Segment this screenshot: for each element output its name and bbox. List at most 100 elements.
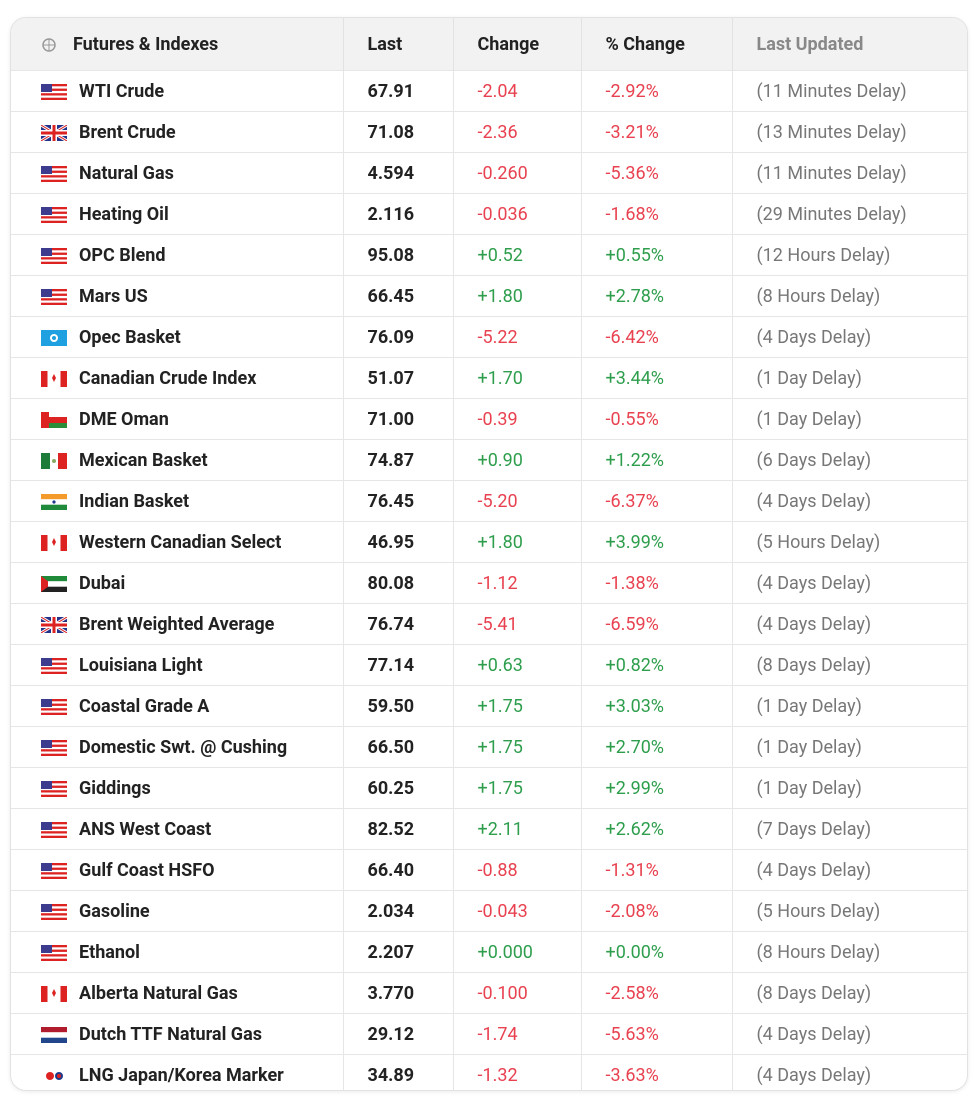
flag-icon bbox=[41, 124, 67, 141]
cell-chg: -5.41 bbox=[453, 603, 582, 645]
cell-upd: (1 Day Delay) bbox=[732, 726, 967, 768]
quote-row: Ethanol 2.207 +0.000 +0.00% (8 Hours Delay) bbox=[11, 931, 967, 973]
quotes-table: Futures & Indexes Last Change% Change Last … bbox=[11, 18, 967, 1090]
cell-upd: (7 Days Delay) bbox=[732, 808, 967, 850]
flag-icon bbox=[41, 698, 67, 715]
header-text: Futures & Indexes bbox=[73, 33, 219, 55]
cell-name: Giddings bbox=[11, 767, 344, 809]
header-row: Futures & Indexes Last Change% Change Last … bbox=[11, 18, 967, 71]
cell-name: ANS West Coast bbox=[11, 808, 344, 850]
cell-last: 95.08 bbox=[343, 234, 454, 276]
cell-pct: -6.42% bbox=[581, 316, 733, 358]
cell-upd: (1 Day Delay) bbox=[732, 398, 967, 440]
header-cell: Futures & Indexes bbox=[11, 18, 344, 71]
cell-last: 66.50 bbox=[343, 726, 454, 768]
cell-last: 74.87 bbox=[343, 439, 454, 481]
flag-icon bbox=[41, 780, 67, 797]
quote-row: Dutch TTF Natural Gas 29.12 -1.74 -5.63% (4 … bbox=[11, 1013, 967, 1055]
cell-upd: (12 Hours Delay) bbox=[732, 234, 967, 276]
cell-upd: (4 Days Delay) bbox=[732, 849, 967, 891]
flag-icon bbox=[41, 206, 67, 223]
cell-last: 71.00 bbox=[343, 398, 454, 440]
cell-name: Louisiana Light bbox=[11, 644, 344, 686]
flag-icon bbox=[41, 370, 67, 387]
cell-upd: (8 Days Delay) bbox=[732, 972, 967, 1014]
quote-row: ANS West Coast 82.52 +2.11 +2.62% (7 Days De… bbox=[11, 808, 967, 850]
globe-icon bbox=[42, 38, 56, 52]
instrument-name: Domestic Swt. @ Cushing bbox=[79, 736, 288, 758]
instrument-name: Mexican Basket bbox=[79, 449, 208, 471]
flag-icon bbox=[41, 739, 67, 756]
cell-name: Alberta Natural Gas bbox=[11, 972, 344, 1014]
instrument-name: Indian Basket bbox=[79, 490, 190, 512]
instrument-name: Mars US bbox=[79, 285, 148, 307]
cell-name: WTI Crude bbox=[11, 70, 344, 112]
cell-name: OPC Blend bbox=[11, 234, 344, 276]
cell-upd: (4 Days Delay) bbox=[732, 1054, 967, 1090]
cell-name: Ethanol bbox=[11, 931, 344, 973]
instrument-name: Gasoline bbox=[79, 900, 150, 922]
cell-chg: -5.20 bbox=[453, 480, 582, 522]
cell-last: 66.45 bbox=[343, 275, 454, 317]
cell-chg: -0.036 bbox=[453, 193, 582, 235]
cell-pct: -6.59% bbox=[581, 603, 733, 645]
cell-name: Coastal Grade A bbox=[11, 685, 344, 727]
flag-icon bbox=[41, 575, 67, 592]
cell-upd: (4 Days Delay) bbox=[732, 562, 967, 604]
cell-pct: -5.63% bbox=[581, 1013, 733, 1055]
quote-row: Gulf Coast HSFO 66.40 -0.88 -1.31% (4 Days D… bbox=[11, 849, 967, 891]
cell-pct: +2.70% bbox=[581, 726, 733, 768]
cell-chg: -1.74 bbox=[453, 1013, 582, 1055]
cell-name: LNG Japan/Korea Marker bbox=[11, 1054, 344, 1090]
quote-row: Canadian Crude Index 51.07 +1.70 +3.44% (1 D… bbox=[11, 357, 967, 399]
cell-last: 76.45 bbox=[343, 480, 454, 522]
cell-upd: (1 Day Delay) bbox=[732, 685, 967, 727]
quote-row: Heating Oil 2.116 -0.036 -1.68% (29 Minutes … bbox=[11, 193, 967, 235]
header-cell: % Change bbox=[581, 18, 733, 71]
instrument-name: Brent Weighted Average bbox=[79, 613, 275, 635]
cell-upd: (8 Hours Delay) bbox=[732, 931, 967, 973]
cell-last: 76.74 bbox=[343, 603, 454, 645]
cell-name: Domestic Swt. @ Cushing bbox=[11, 726, 344, 768]
cell-upd: (4 Days Delay) bbox=[732, 316, 967, 358]
cell-upd: (11 Minutes Delay) bbox=[732, 152, 967, 194]
cell-pct: -2.08% bbox=[581, 890, 733, 932]
cell-pct: -6.37% bbox=[581, 480, 733, 522]
cell-chg: +2.11 bbox=[453, 808, 582, 850]
header-cell: Last Updated bbox=[732, 18, 967, 71]
flag-icon bbox=[41, 1067, 67, 1084]
cell-pct: +2.62% bbox=[581, 808, 733, 850]
quote-row: Brent Weighted Average 76.74 -5.41 -6.59% (4… bbox=[11, 603, 967, 645]
cell-name: Brent Weighted Average bbox=[11, 603, 344, 645]
cell-pct: +3.99% bbox=[581, 521, 733, 563]
cell-name: Gasoline bbox=[11, 890, 344, 932]
cell-pct: -1.31% bbox=[581, 849, 733, 891]
cell-upd: (4 Days Delay) bbox=[732, 603, 967, 645]
cell-upd: (1 Day Delay) bbox=[732, 767, 967, 809]
cell-upd: (13 Minutes Delay) bbox=[732, 111, 967, 153]
cell-chg: -0.100 bbox=[453, 972, 582, 1014]
flag-icon bbox=[41, 616, 67, 633]
quote-row: Mexican Basket 74.87 +0.90 +1.22% (6 Days De… bbox=[11, 439, 967, 481]
instrument-name: ANS West Coast bbox=[79, 818, 212, 840]
cell-chg: -1.32 bbox=[453, 1054, 582, 1090]
cell-chg: -2.36 bbox=[453, 111, 582, 153]
flag-icon bbox=[41, 534, 67, 551]
flag-icon bbox=[41, 821, 67, 838]
instrument-name: Natural Gas bbox=[79, 162, 174, 184]
cell-last: 76.09 bbox=[343, 316, 454, 358]
flag-icon bbox=[41, 452, 67, 469]
cell-name: Indian Basket bbox=[11, 480, 344, 522]
flag-icon bbox=[41, 903, 67, 920]
cell-pct: +0.00% bbox=[581, 931, 733, 973]
cell-last: 2.207 bbox=[343, 931, 454, 973]
cell-upd: (8 Days Delay) bbox=[732, 644, 967, 686]
cell-last: 66.40 bbox=[343, 849, 454, 891]
cell-chg: +1.70 bbox=[453, 357, 582, 399]
cell-pct: +2.78% bbox=[581, 275, 733, 317]
instrument-name: Gulf Coast HSFO bbox=[79, 859, 215, 881]
instrument-name: Giddings bbox=[79, 777, 151, 799]
quote-row: Mars US 66.45 +1.80 +2.78% (8 Hours Delay) bbox=[11, 275, 967, 317]
instrument-name: WTI Crude bbox=[79, 80, 165, 102]
flag-icon bbox=[41, 247, 67, 264]
